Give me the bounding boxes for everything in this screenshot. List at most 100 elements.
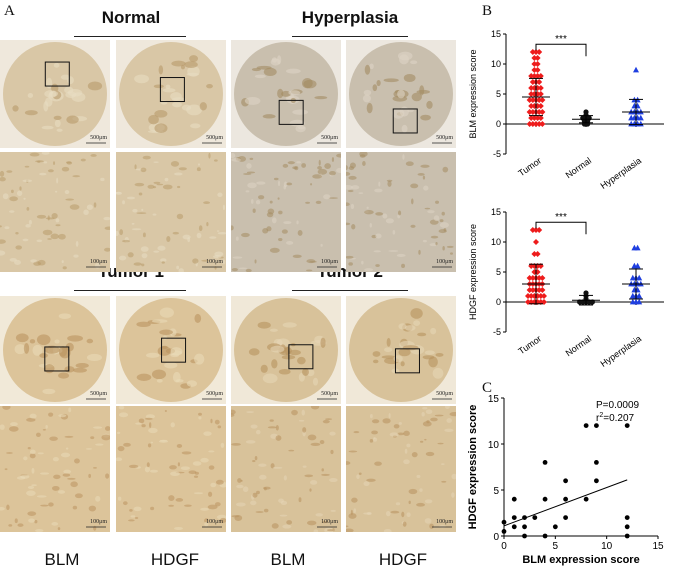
data-point [526,121,533,127]
tissue-core-image: 500μm [346,296,456,404]
data-point [542,496,548,502]
y-tick-label: 0 [493,532,499,543]
p-value: P=0.0009 [596,400,640,411]
y-tick-label: 0 [496,297,501,307]
data-point [636,298,643,305]
data-point [539,275,546,281]
data-point [528,91,535,97]
y-tick-label: 5 [493,486,499,497]
data-point [634,244,641,251]
data-point [537,115,544,121]
group-title-normal: Normal [101,8,161,27]
data-point [624,524,630,530]
data-point [542,533,548,539]
correlation-scatter-chart: 0 5 10 15 0 5 10 15 BLM expression score HDGF exp… [467,394,664,566]
scale-bar-label: 500μm [321,391,338,397]
data-point [531,103,538,109]
data-point [532,515,538,520]
data-point [529,49,536,55]
scale-bar-label: 100μm [206,259,223,265]
tissue-core-image: 500μm [0,40,110,148]
group-title-hyperplasia: Hyperplasia [301,8,399,27]
tissue-core-image: 500μm [116,40,226,148]
scale-bar-label: 100μm [321,519,338,525]
data-point [536,79,543,85]
x-tick-label: Hyperplasia [598,155,643,190]
data-point [563,478,568,484]
x-axis-label: BLM expression score [522,554,639,566]
data-point [536,49,543,55]
panel-b-letter: B [482,3,493,19]
data-point [533,121,539,127]
data-point [531,67,538,73]
data-point [624,515,630,520]
data-point [541,293,547,299]
scale-bar-label: 500μm [206,135,223,141]
data-point [526,97,533,103]
data-point [537,103,544,109]
data-point [624,423,630,428]
data-point [589,299,595,305]
data-point [637,114,644,121]
hdgf-scatter-chart: -5 0 5 10 15 Tumor Normal Hyperplasia HDGF expre… [468,207,664,369]
title-rule [292,290,408,291]
y-tick-label: 0 [496,119,501,129]
data-point [525,293,531,299]
y-tick-label: 5 [496,267,501,277]
data-point [531,269,538,275]
zoom-box [44,61,70,87]
data-point [511,524,517,530]
y-tick-label: 5 [496,89,501,99]
tissue-highmag-image: 100μm [116,406,226,532]
data-point [529,227,536,233]
data-point [534,85,541,91]
y-tick-label: 15 [491,207,501,217]
x-tick-label: Tumor [516,155,543,178]
data-point [531,115,538,121]
y-tick-label: 15 [488,394,500,405]
data-point [528,115,535,121]
data-point [522,524,527,530]
data-point [534,73,541,79]
data-point [531,55,538,61]
zoom-box [44,346,70,372]
data-point [636,292,643,299]
data-point [583,423,589,428]
significance-stars: *** [555,34,567,45]
data-point [534,103,541,109]
stain-label-hdgf: HDGF [150,550,200,569]
data-point [529,275,536,281]
data-point [536,287,543,293]
tissue-core-image: 500μm [346,40,456,148]
stain-label-blm: BLM [270,550,306,569]
zoom-box [278,99,304,125]
data-point [511,515,517,520]
scale-bar-label: 500μm [90,391,107,397]
x-tick-label: Tumor [516,333,543,356]
data-point [539,109,546,115]
data-point [522,533,527,539]
x-tick-label: 5 [553,541,559,552]
data-point [528,73,535,79]
data-point [536,275,543,281]
tissue-core-image: 500μm [231,40,341,148]
data-point [539,287,546,293]
data-point [529,121,536,127]
data-point [536,109,543,115]
data-point [542,460,548,465]
data-point [526,275,533,281]
data-point [501,519,507,525]
scale-bar-label: 100μm [436,259,453,265]
tissue-highmag-image: 100μm [346,406,456,532]
data-point [501,529,507,534]
tissue-core-image: 500μm [0,296,110,404]
data-point [634,262,641,269]
x-tick-label: Normal [564,333,594,358]
data-point [534,91,541,97]
data-point [529,109,536,115]
data-point [536,121,543,127]
data-point [531,73,538,79]
y-axis-label: HDGF expression score [468,224,478,320]
data-point [528,103,535,109]
data-point [534,67,541,73]
